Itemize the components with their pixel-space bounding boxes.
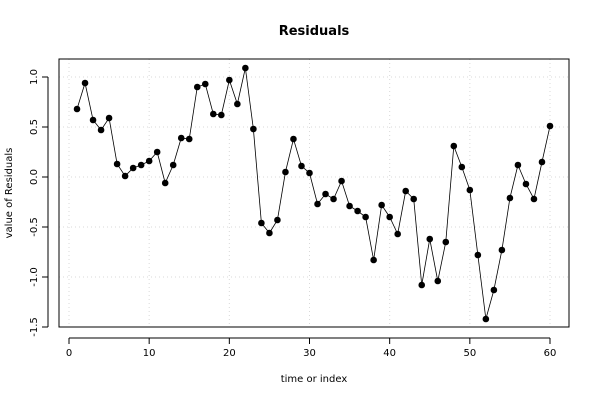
data-point [282, 168, 289, 176]
data-point [362, 213, 369, 221]
data-point [210, 110, 217, 118]
data-point [338, 177, 345, 185]
data-point [426, 235, 434, 243]
data-point [153, 148, 161, 156]
axes: 0 10 20 30 40 50 60 -1.5 -1.0 -0.5 0.0 0.5 1.0 [29, 69, 556, 359]
data-point [458, 163, 466, 171]
x-tick-label: 20 [223, 348, 236, 359]
data-point [506, 194, 514, 202]
data-point [250, 125, 257, 133]
y-tick-label: -1.5 [29, 317, 40, 337]
y-tick-label: 0.0 [29, 169, 40, 185]
data-point [161, 179, 169, 187]
data-point [97, 126, 105, 134]
y-axis-label: value of Residuals [4, 148, 15, 239]
y-tick-label: 1.0 [29, 69, 40, 85]
data-point [330, 195, 337, 203]
data-point [322, 190, 329, 198]
data-point [514, 161, 522, 169]
data-point [410, 195, 418, 203]
data-points [73, 64, 554, 323]
data-point [218, 111, 225, 119]
y-tick-label: -1.0 [29, 267, 40, 287]
data-point [450, 142, 458, 150]
data-point [201, 80, 209, 88]
x-tick-label: 50 [463, 348, 476, 359]
data-point [402, 187, 410, 195]
data-point [193, 83, 201, 91]
data-point [145, 157, 153, 165]
x-tick-label: 30 [303, 348, 316, 359]
data-point [73, 105, 81, 113]
data-point [89, 116, 97, 124]
data-point [81, 79, 89, 87]
data-point [242, 64, 249, 72]
data-point [121, 172, 129, 180]
data-point [530, 195, 538, 203]
data-point [266, 229, 273, 237]
data-point [442, 238, 450, 246]
data-point [522, 180, 530, 188]
data-point [177, 134, 185, 142]
grid [59, 59, 569, 328]
x-tick-label: 10 [143, 348, 156, 359]
data-point [129, 164, 137, 172]
series-line [76, 67, 551, 320]
data-point [394, 230, 401, 238]
x-axis-label: time or index [281, 374, 348, 385]
x-tick-label: 60 [544, 348, 557, 359]
data-point [418, 281, 426, 289]
data-point [258, 219, 265, 227]
data-point [234, 100, 241, 108]
data-point [434, 277, 442, 285]
data-point [274, 216, 281, 224]
data-point [354, 207, 361, 215]
data-point [226, 76, 233, 84]
data-point [538, 158, 546, 166]
data-point [113, 160, 121, 168]
data-point [498, 246, 506, 254]
x-tick-label: 0 [66, 348, 72, 359]
data-point [546, 122, 554, 130]
data-point [105, 114, 113, 122]
data-point [169, 161, 177, 169]
data-point [386, 213, 393, 221]
data-point [290, 135, 297, 143]
data-point [306, 169, 313, 177]
y-tick-label: 0.5 [29, 119, 40, 135]
data-point [298, 162, 305, 170]
data-point [474, 251, 482, 259]
plot-frame [58, 58, 570, 328]
data-point [490, 286, 498, 294]
chart-title: Residuals [279, 24, 350, 39]
y-tick-label: -0.5 [29, 217, 40, 237]
data-point [466, 186, 474, 194]
data-point [482, 315, 490, 323]
x-tick-label: 40 [383, 348, 396, 359]
data-point [346, 202, 353, 210]
data-point [185, 135, 193, 143]
data-point [378, 201, 385, 209]
data-point [137, 161, 145, 169]
data-point [370, 256, 377, 264]
data-point [314, 200, 321, 208]
